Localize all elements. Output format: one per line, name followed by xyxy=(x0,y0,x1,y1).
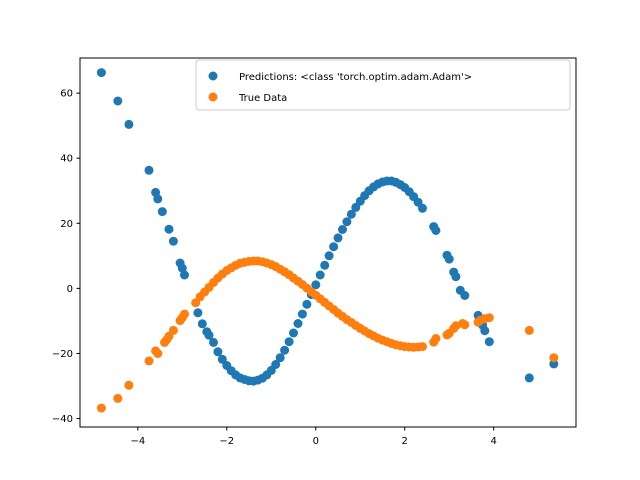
data-point xyxy=(113,96,123,106)
data-point xyxy=(338,225,347,234)
x-tick-label: −2 xyxy=(219,436,234,447)
data-point xyxy=(209,337,218,347)
legend-box xyxy=(195,59,571,111)
data-point xyxy=(431,334,441,343)
data-point xyxy=(524,373,534,383)
data-point xyxy=(484,337,494,347)
data-point xyxy=(157,207,167,217)
y-tick-label: 60 xyxy=(60,89,73,100)
data-points xyxy=(96,68,559,413)
legend-label-predictions: Predictions: <class 'torch.optim.adam.Ad… xyxy=(239,72,472,83)
data-point xyxy=(275,353,285,363)
data-point xyxy=(524,325,534,335)
data-point xyxy=(315,270,325,280)
axes-frame xyxy=(79,57,577,428)
data-point xyxy=(329,242,339,252)
data-point xyxy=(124,119,134,129)
data-point xyxy=(431,226,441,235)
data-point xyxy=(460,291,470,300)
data-point xyxy=(96,403,106,413)
data-point xyxy=(204,330,214,340)
data-point xyxy=(180,270,189,280)
data-point xyxy=(418,342,427,352)
data-point xyxy=(418,203,427,213)
data-point xyxy=(342,217,352,227)
data-point xyxy=(451,272,461,282)
y-axis: −40 −20 0 20 40 60 xyxy=(52,89,80,425)
data-point xyxy=(302,299,312,309)
legend-label-true-data: True Data xyxy=(238,93,287,104)
x-axis: −4 −2 0 2 4 xyxy=(130,427,497,447)
data-point xyxy=(460,320,470,330)
data-point xyxy=(444,254,454,264)
y-tick-label: 20 xyxy=(60,219,73,230)
data-point xyxy=(180,309,189,319)
data-point xyxy=(284,337,294,347)
data-point xyxy=(168,236,178,246)
data-point xyxy=(153,349,163,358)
data-point xyxy=(549,353,559,363)
data-point xyxy=(280,345,290,355)
data-point xyxy=(177,263,187,273)
data-point xyxy=(289,328,298,338)
data-point xyxy=(324,251,334,261)
data-point xyxy=(213,347,223,357)
data-point xyxy=(217,354,227,364)
series-predictions xyxy=(96,68,559,386)
data-point xyxy=(351,202,361,212)
legend-marker-predictions xyxy=(208,71,218,81)
data-point xyxy=(311,280,321,290)
data-point xyxy=(197,319,207,329)
data-point xyxy=(144,356,154,366)
data-point xyxy=(293,319,303,328)
data-point xyxy=(484,313,494,323)
data-point xyxy=(144,165,154,175)
y-tick-label: −40 xyxy=(52,414,73,425)
data-point xyxy=(193,308,203,318)
data-point xyxy=(271,360,281,369)
y-tick-label: 40 xyxy=(60,154,73,165)
data-point xyxy=(168,325,178,335)
data-point xyxy=(153,194,163,204)
data-point xyxy=(124,380,134,390)
data-point xyxy=(164,224,174,234)
y-tick-label: −20 xyxy=(52,349,73,360)
legend: Predictions: <class 'torch.optim.adam.Ad… xyxy=(195,59,571,111)
y-tick-label: 0 xyxy=(67,284,73,295)
data-point xyxy=(333,233,343,243)
data-point xyxy=(297,309,307,319)
data-point xyxy=(549,359,559,369)
legend-marker-true-data xyxy=(208,92,218,102)
x-tick-label: −4 xyxy=(130,436,145,447)
x-tick-label: 0 xyxy=(313,436,319,447)
data-point xyxy=(113,393,123,403)
series-true-data xyxy=(96,256,559,413)
x-tick-label: 2 xyxy=(402,436,408,447)
data-point xyxy=(346,209,356,219)
data-point xyxy=(96,68,106,78)
data-point xyxy=(320,260,330,270)
data-point xyxy=(480,326,490,336)
x-tick-label: 4 xyxy=(491,436,497,447)
